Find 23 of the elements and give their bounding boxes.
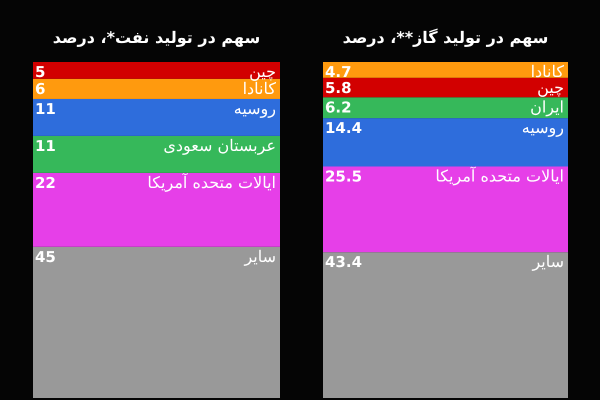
data-label: 25.5: [325, 167, 362, 186]
series-label: ایران: [530, 97, 564, 116]
series-label: ایالات متحده آمریکا: [147, 172, 276, 192]
data-label: 4.7: [325, 63, 352, 81]
data-label: 43.4: [325, 253, 362, 272]
data-label: 6: [35, 80, 46, 98]
data-label: 5: [35, 63, 46, 81]
chart-title: سهم در تولید نفت*، درصد: [52, 28, 260, 47]
series-label: چین: [249, 62, 276, 81]
series-label: ایالات متحده آمریکا: [435, 165, 564, 186]
series-label: عربستان سعودی: [163, 136, 276, 155]
data-label: 45: [35, 248, 56, 266]
data-label: 22: [35, 174, 56, 192]
data-label: 11: [35, 136, 56, 155]
series-label: روسیه: [234, 98, 276, 118]
data-label: 14.4: [325, 119, 362, 138]
data-label: 5.8: [325, 78, 352, 97]
series-label: روسیه: [522, 118, 564, 138]
series-label: سایر: [243, 246, 276, 266]
series-label: سایر: [531, 252, 564, 272]
data-label: 11: [35, 100, 56, 118]
chart-title: سهم در تولید گاز**، درصد: [342, 28, 548, 47]
data-label: 6.2: [325, 98, 352, 116]
